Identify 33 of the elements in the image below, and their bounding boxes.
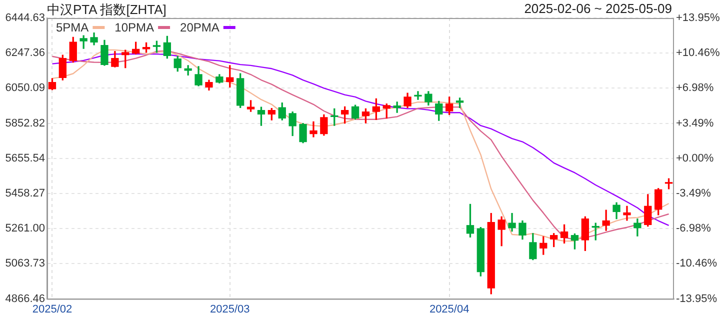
- y-tick-label: 4866.46: [5, 292, 45, 305]
- x-tick-label: 2025/03: [210, 303, 250, 316]
- y2-tick-label: +6.98%: [676, 82, 714, 94]
- candlestick: [602, 210, 610, 231]
- candlestick: [310, 121, 318, 138]
- y-tick-label: 5458.27: [5, 188, 45, 200]
- y2-tick-label: +10.46%: [676, 47, 720, 60]
- y-tick-label: 6247.36: [5, 47, 45, 60]
- legend-label: 10PMA: [114, 20, 154, 34]
- chart-title: 中汉PTA 指数[ZHTA]: [47, 1, 166, 19]
- y-tick-label: 5852.82: [5, 117, 45, 130]
- y2-tick-label: -3.49%: [676, 188, 712, 200]
- y2-tick-label: -13.95%: [676, 292, 718, 305]
- candlestick: [623, 206, 631, 221]
- legend-label: 20PMA: [180, 20, 220, 34]
- y2-tick-label: -10.46%: [676, 258, 718, 270]
- y-tick-label: 5063.73: [5, 258, 45, 270]
- y2-tick-label: +13.95%: [676, 12, 720, 24]
- candlestick: [80, 35, 88, 49]
- y-tick-label: 6050.09: [5, 82, 45, 94]
- y-tick-label: 5655.54: [5, 152, 45, 164]
- x-tick-label: 2025/02: [32, 303, 72, 316]
- chart-subtitle: 2025-02-06 ~ 2025-05-09: [524, 1, 672, 16]
- candlestick: [414, 91, 422, 100]
- x-tick-label: 2025/04: [429, 303, 470, 316]
- y2-tick-label: +3.49%: [676, 117, 714, 130]
- y2-tick-label: -6.98%: [676, 222, 712, 235]
- y2-tick-label: +0.00%: [676, 152, 714, 164]
- y-tick-label: 5261.00: [5, 222, 45, 235]
- candlestick: [184, 65, 192, 76]
- legend-label: 5PMA: [56, 20, 89, 34]
- y-tick-label: 6444.63: [5, 12, 45, 24]
- candlestick: [393, 102, 401, 113]
